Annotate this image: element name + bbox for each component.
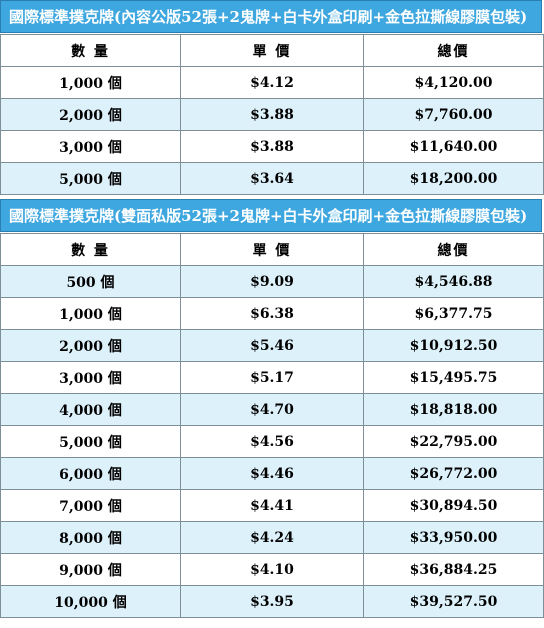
total-price-header: 總價 xyxy=(363,34,544,67)
quantity-cell: 1,000 個 xyxy=(0,66,181,99)
quantity-cell: 5,000 個 xyxy=(0,162,181,195)
unit-price-cell: $9.09 xyxy=(180,265,364,298)
table-row: 2,000 個 $3.88 $7,760.00 xyxy=(0,98,544,131)
unit-price-cell: $4.41 xyxy=(180,489,364,522)
quantity-cell: 1,000 個 xyxy=(0,297,181,330)
unit-price-cell: $3.64 xyxy=(180,162,364,195)
unit-price-cell: $4.10 xyxy=(180,553,364,586)
unit-price-cell: $3.88 xyxy=(180,130,364,163)
quantity-cell: 500 個 xyxy=(0,265,181,298)
quantity-cell: 9,000 個 xyxy=(0,553,181,586)
unit-price-cell: $3.95 xyxy=(180,585,364,618)
section1-header-row: 數 量 單 價 總價 xyxy=(0,34,544,67)
quantity-cell: 7,000 個 xyxy=(0,489,181,522)
unit-price-cell: $5.46 xyxy=(180,329,364,362)
table-row: 7,000 個 $4.41 $30,894.50 xyxy=(0,489,544,522)
quantity-header: 數 量 xyxy=(0,34,181,67)
table-row: 5,000 個 $3.64 $18,200.00 xyxy=(0,162,544,195)
total-price-cell: $7,760.00 xyxy=(363,98,544,131)
total-price-cell: $26,772.00 xyxy=(363,457,544,490)
quantity-cell: 4,000 個 xyxy=(0,393,181,426)
unit-price-header: 單 價 xyxy=(180,34,364,67)
unit-price-cell: $5.17 xyxy=(180,361,364,394)
quantity-cell: 2,000 個 xyxy=(0,329,181,362)
total-price-cell: $11,640.00 xyxy=(363,130,544,163)
table-row: 1,000 個 $6.38 $6,377.75 xyxy=(0,297,544,330)
table-row: 5,000 個 $4.56 $22,795.00 xyxy=(0,425,544,458)
unit-price-header: 單 價 xyxy=(180,233,364,266)
quantity-cell: 6,000 個 xyxy=(0,457,181,490)
total-price-cell: $39,527.50 xyxy=(363,585,544,618)
total-price-cell: $36,884.25 xyxy=(363,553,544,586)
table-row: 10,000 個 $3.95 $39,527.50 xyxy=(0,585,544,618)
table-row: 3,000 個 $5.17 $15,495.75 xyxy=(0,361,544,394)
section1-table: 數 量 單 價 總價 1,000 個 $4.12 $4,120.00 2,000… xyxy=(0,34,544,195)
unit-price-cell: $6.38 xyxy=(180,297,364,330)
total-price-header: 總價 xyxy=(363,233,544,266)
unit-price-cell: $3.88 xyxy=(180,98,364,131)
table-row: 3,000 個 $3.88 $11,640.00 xyxy=(0,130,544,163)
total-price-cell: $18,200.00 xyxy=(363,162,544,195)
total-price-cell: $22,795.00 xyxy=(363,425,544,458)
table-row: 4,000 個 $4.70 $18,818.00 xyxy=(0,393,544,426)
table-row: 6,000 個 $4.46 $26,772.00 xyxy=(0,457,544,490)
total-price-cell: $4,120.00 xyxy=(363,66,544,99)
unit-price-cell: $4.70 xyxy=(180,393,364,426)
section1-title: 國際標準撲克牌(內容公版52張+2鬼牌+白卡外盒印刷+金色拉撕線膠膜包裝) xyxy=(0,0,542,33)
total-price-cell: $4,546.88 xyxy=(363,265,544,298)
quantity-cell: 3,000 個 xyxy=(0,130,181,163)
total-price-cell: $18,818.00 xyxy=(363,393,544,426)
unit-price-cell: $4.24 xyxy=(180,521,364,554)
section2-table: 數 量 單 價 總價 500 個 $9.09 $4,546.88 1,000 個… xyxy=(0,233,544,618)
total-price-cell: $33,950.00 xyxy=(363,521,544,554)
total-price-cell: $10,912.50 xyxy=(363,329,544,362)
quantity-cell: 5,000 個 xyxy=(0,425,181,458)
unit-price-cell: $4.56 xyxy=(180,425,364,458)
total-price-cell: $30,894.50 xyxy=(363,489,544,522)
table-row: 1,000 個 $4.12 $4,120.00 xyxy=(0,66,544,99)
quantity-cell: 3,000 個 xyxy=(0,361,181,394)
quantity-cell: 2,000 個 xyxy=(0,98,181,131)
table-row: 2,000 個 $5.46 $10,912.50 xyxy=(0,329,544,362)
table-row: 8,000 個 $4.24 $33,950.00 xyxy=(0,521,544,554)
table-row: 500 個 $9.09 $4,546.88 xyxy=(0,265,544,298)
table-row: 9,000 個 $4.10 $36,884.25 xyxy=(0,553,544,586)
section2-title: 國際標準撲克牌(雙面私版52張+2鬼牌+白卡外盒印刷+金色拉撕線膠膜包裝) xyxy=(0,199,542,232)
unit-price-cell: $4.46 xyxy=(180,457,364,490)
total-price-cell: $6,377.75 xyxy=(363,297,544,330)
quantity-header: 數 量 xyxy=(0,233,181,266)
quantity-cell: 10,000 個 xyxy=(0,585,181,618)
unit-price-cell: $4.12 xyxy=(180,66,364,99)
total-price-cell: $15,495.75 xyxy=(363,361,544,394)
section2-header-row: 數 量 單 價 總價 xyxy=(0,233,544,266)
quantity-cell: 8,000 個 xyxy=(0,521,181,554)
